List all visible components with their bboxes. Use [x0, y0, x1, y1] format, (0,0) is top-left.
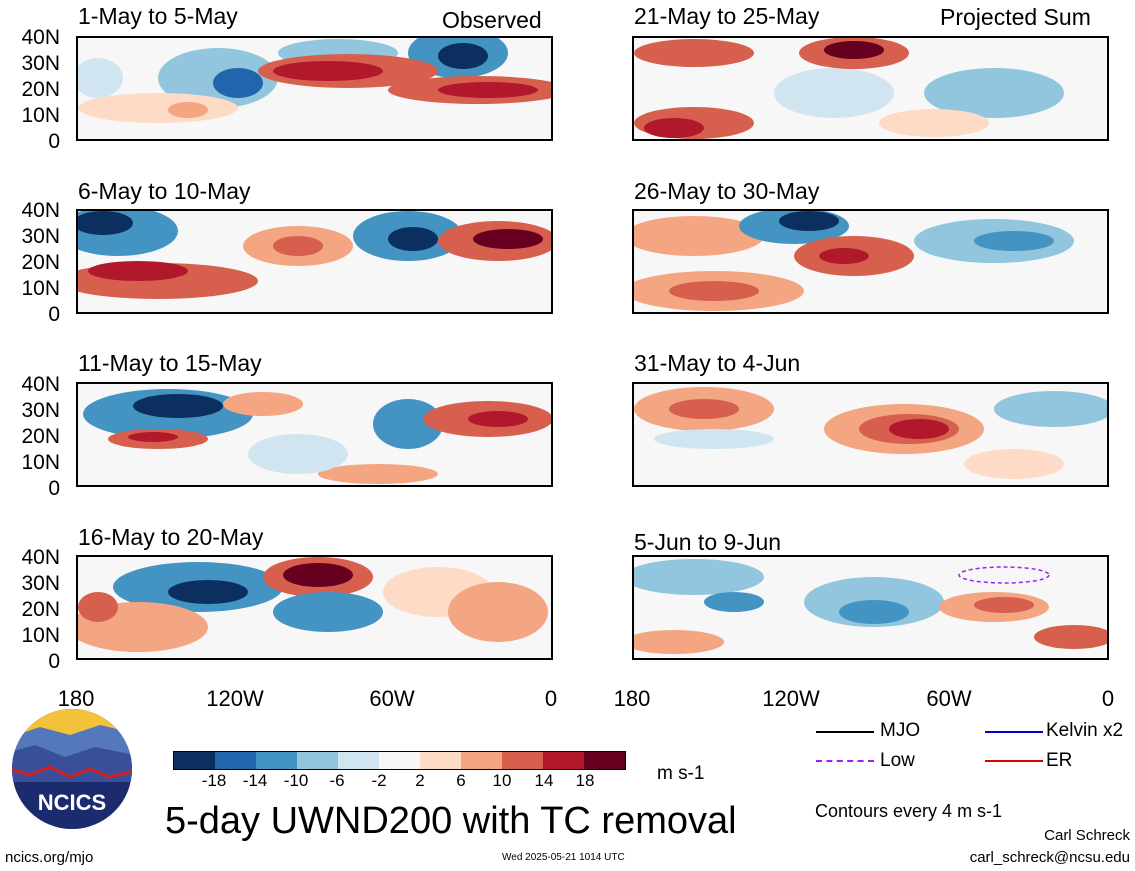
y-label-40n: 40N: [21, 373, 60, 396]
footer-email[interactable]: carl_schreck@ncsu.edu: [969, 849, 1130, 866]
panel-title-7: 31-May to 4-Jun: [634, 350, 801, 376]
colorbar-swatch: [297, 752, 338, 769]
map-panel-5: [632, 36, 1109, 141]
map-panel-2: [76, 209, 553, 314]
legend-low-line: [816, 760, 874, 762]
legend-kelvin-label: Kelvin x2: [1046, 720, 1124, 741]
y-label-20n: 20N: [21, 598, 60, 621]
map-panel-3: [76, 382, 553, 487]
observed-label: Observed: [442, 7, 542, 33]
panel-title-4: 16-May to 20-May: [78, 524, 264, 550]
colorbar-tick: -2: [371, 771, 387, 790]
colorbar-swatch: [256, 752, 297, 769]
x-label-60w-left: 60W: [369, 686, 415, 711]
x-label-120w-left: 120W: [206, 686, 264, 711]
y-label-20n: 20N: [21, 78, 60, 101]
colorbar-swatch: [461, 752, 502, 769]
contours-note: Contours every 4 m s-1: [815, 801, 1003, 821]
map-panel-4: [76, 555, 553, 660]
colorbar-tick: -18: [201, 771, 227, 790]
legend-kelvin-line: [985, 731, 1043, 733]
colorbar-tick: 6: [456, 771, 466, 790]
colorbar-swatch: [420, 752, 461, 769]
colorbar-swatch: [338, 752, 379, 769]
colorbar-tick: -10: [283, 771, 309, 790]
main-title: 5-day UWND200 with TC removal: [165, 800, 737, 842]
logo-text: NCICS: [38, 790, 106, 815]
colorbar-swatch: [215, 752, 256, 769]
y-label-30n: 30N: [21, 225, 60, 248]
colorbar-swatch: [379, 752, 420, 769]
y-label-20n: 20N: [21, 425, 60, 448]
colorbar-tick: 18: [575, 771, 595, 790]
x-label-0-left: 0: [544, 686, 558, 711]
y-label-0: 0: [48, 303, 60, 326]
x-label-0-right: 0: [1101, 686, 1115, 711]
y-label-30n: 30N: [21, 572, 60, 595]
legend-er-label: ER: [1046, 750, 1073, 771]
y-label-10n: 10N: [21, 451, 60, 474]
legend-mjo-line: [816, 731, 874, 733]
panel-title-6: 26-May to 30-May: [634, 178, 820, 204]
panel-title-2: 6-May to 10-May: [78, 178, 251, 204]
colorbar-swatch: [584, 752, 625, 769]
x-label-60w-right: 60W: [926, 686, 972, 711]
colorbar-tick: 14: [534, 771, 554, 790]
x-label-180-right: 180: [613, 686, 651, 711]
panel-title-1: 1-May to 5-May: [78, 3, 238, 29]
panel-title-3: 11-May to 15-May: [78, 350, 262, 376]
colorbar-tick: -14: [242, 771, 268, 790]
footer-author: Carl Schreck: [1044, 827, 1130, 844]
y-label-40n: 40N: [21, 546, 60, 569]
footer-url[interactable]: ncics.org/mjo: [5, 849, 94, 866]
y-label-10n: 10N: [21, 104, 60, 127]
legend-er-line: [985, 760, 1043, 762]
y-label-40n: 40N: [21, 199, 60, 222]
colorbar-tick: 2: [415, 771, 425, 790]
panel-title-5: 21-May to 25-May: [634, 3, 820, 29]
y-label-10n: 10N: [21, 277, 60, 300]
colorbar: [173, 751, 626, 770]
colorbar-units: m s-1: [657, 763, 705, 784]
colorbar-tick: -6: [329, 771, 345, 790]
map-panel-7: [632, 382, 1109, 487]
colorbar-swatch: [502, 752, 543, 769]
map-panel-1: [76, 36, 553, 141]
y-label-30n: 30N: [21, 399, 60, 422]
map-panel-8: [632, 555, 1109, 660]
y-label-0: 0: [48, 130, 60, 153]
y-label-20n: 20N: [21, 251, 60, 274]
colorbar-swatch: [543, 752, 584, 769]
legend-low-label: Low: [880, 750, 915, 771]
y-label-10n: 10N: [21, 624, 60, 647]
map-panel-6: [632, 209, 1109, 314]
footer-timestamp: Wed 2025-05-21 1014 UTC: [502, 852, 625, 863]
x-label-180-left: 180: [57, 686, 95, 711]
y-label-0: 0: [48, 650, 60, 673]
colorbar-tick: 10: [492, 771, 512, 790]
ncics-logo-graphic: NCICS: [12, 709, 132, 829]
y-label-0: 0: [48, 477, 60, 500]
x-label-120w-right: 120W: [762, 686, 820, 711]
y-label-40n: 40N: [21, 26, 60, 49]
projected-sum-label: Projected Sum: [940, 4, 1091, 30]
colorbar-swatch: [174, 752, 215, 769]
panel-title-8: 5-Jun to 9-Jun: [634, 529, 782, 555]
legend-mjo-label: MJO: [880, 720, 921, 741]
ncics-logo: NCICS: [10, 707, 134, 831]
y-label-30n: 30N: [21, 52, 60, 75]
